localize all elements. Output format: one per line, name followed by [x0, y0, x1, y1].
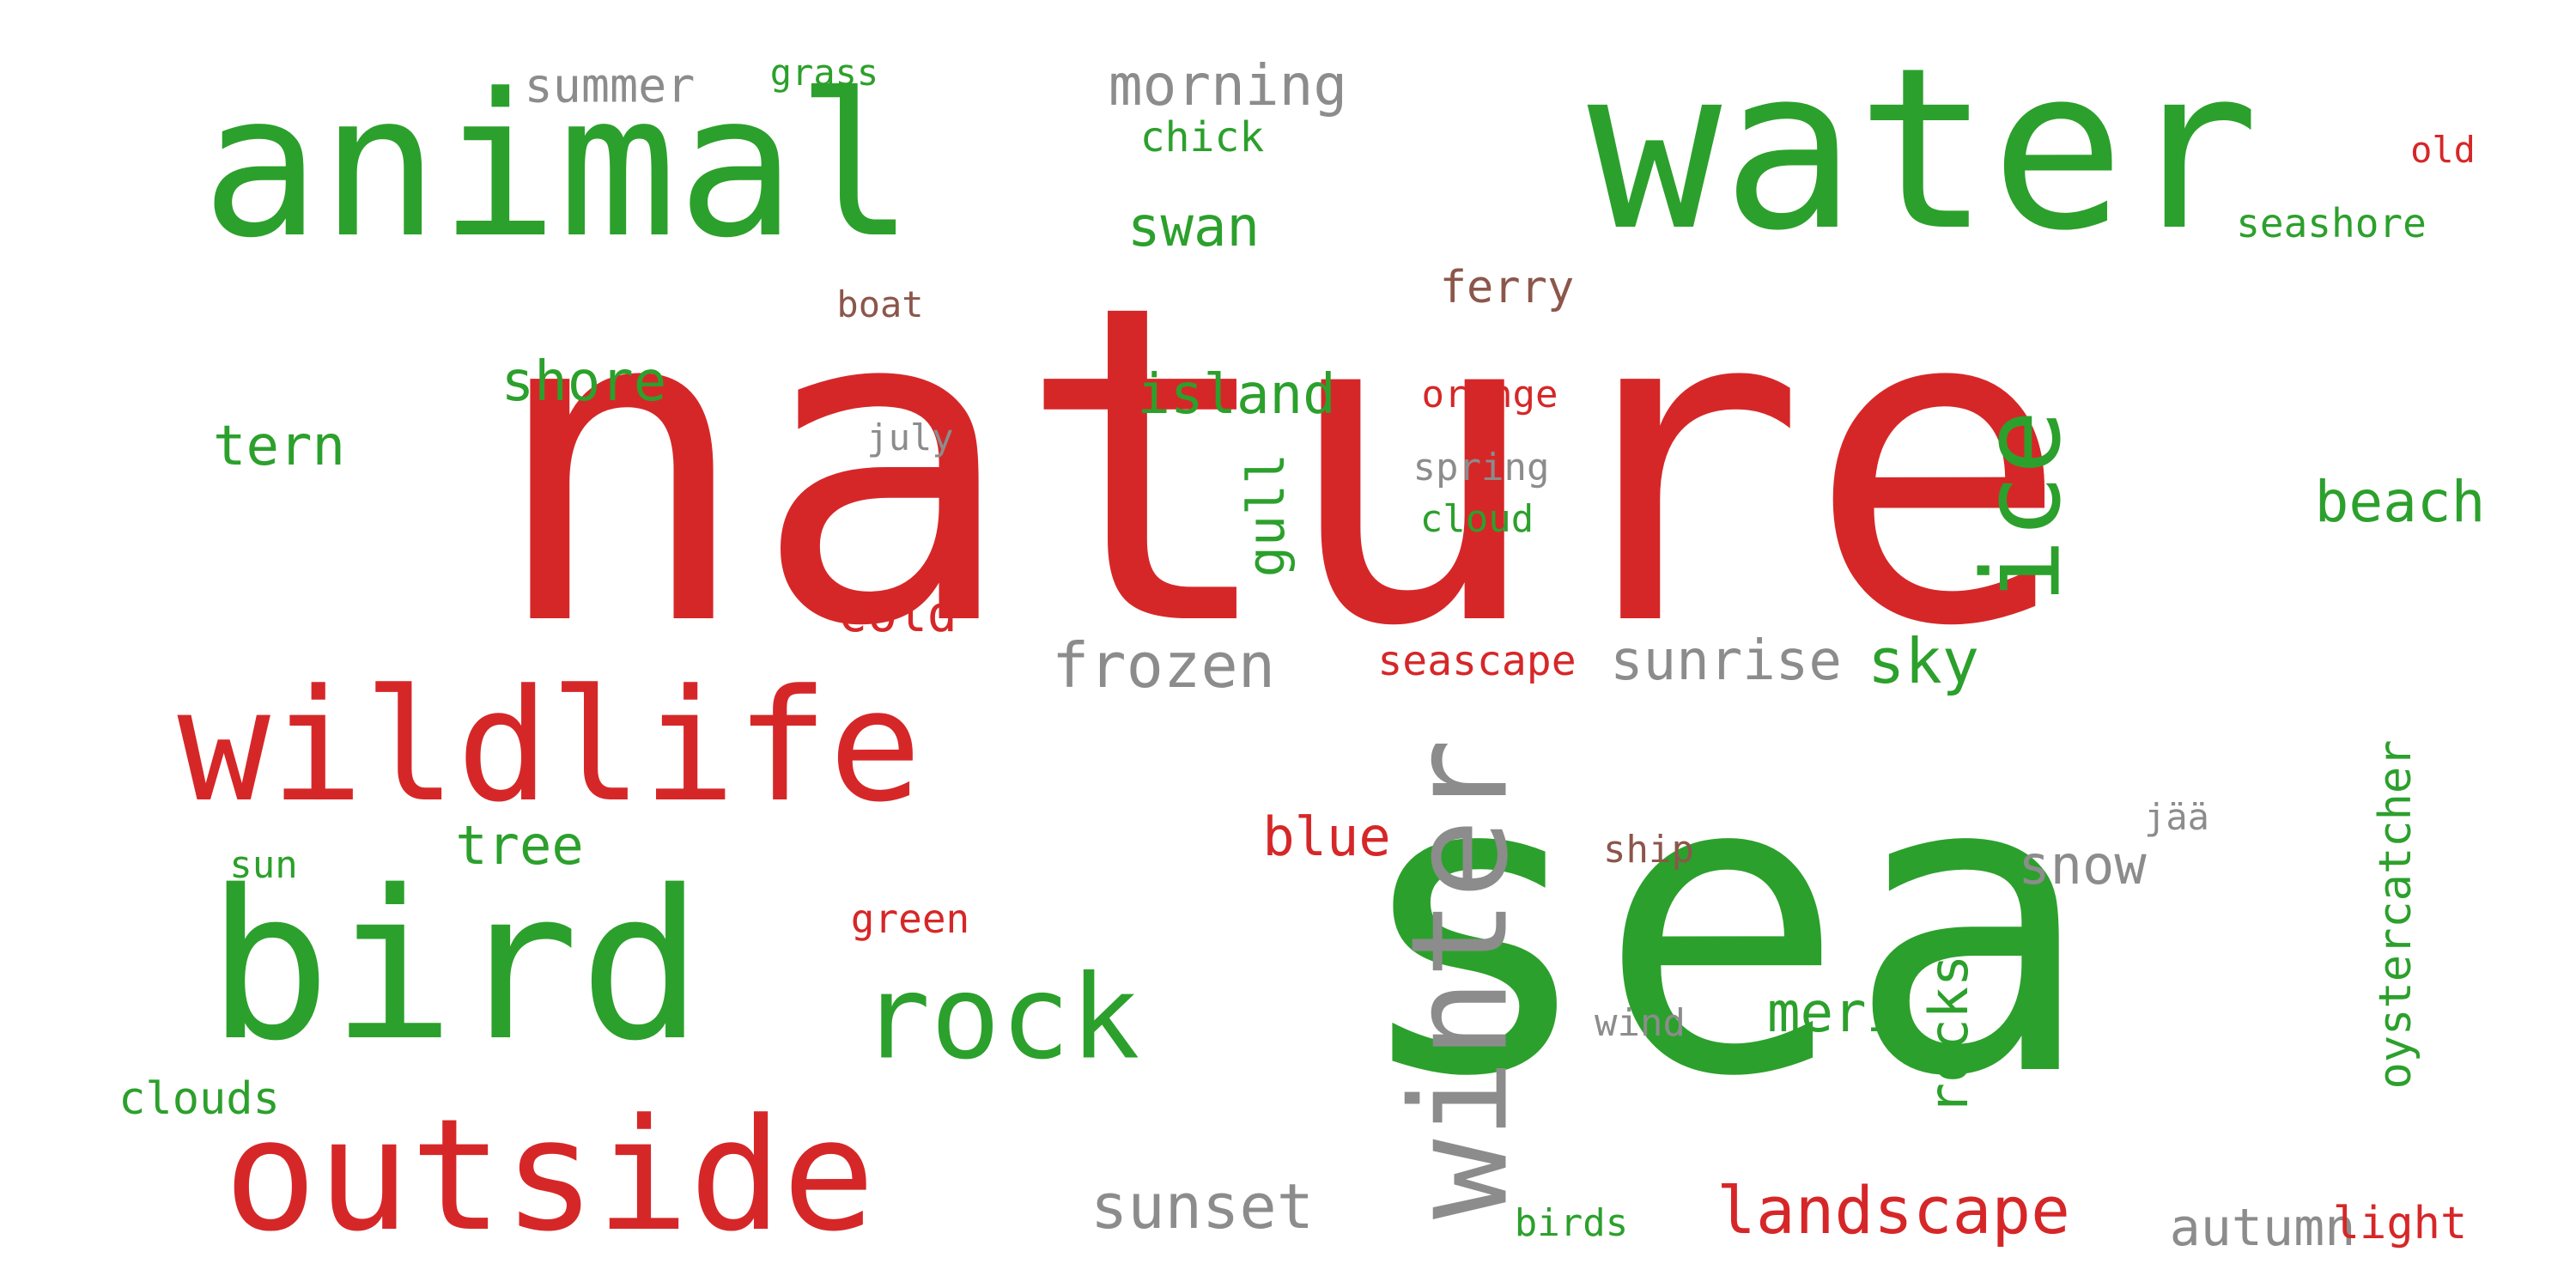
word-tern: tern — [212, 415, 346, 478]
word-old: old — [2410, 129, 2476, 171]
word-sunset: sunset — [1090, 1170, 1315, 1242]
word-bird: bird — [207, 846, 703, 1086]
word-frozen: frozen — [1051, 629, 1276, 702]
word-wildlife: wildlife — [177, 657, 922, 836]
word-clouds: clouds — [118, 1073, 280, 1125]
word-orange: orange — [1421, 373, 1558, 416]
word-chick: chick — [1139, 113, 1265, 161]
word-wind: wind — [1595, 1001, 1686, 1045]
word-rocks: rocks — [1917, 954, 1980, 1115]
word-birds: birds — [1514, 1201, 1629, 1245]
word-tree: tree — [455, 814, 584, 877]
word-rock: rock — [860, 950, 1140, 1085]
word-sea: sea — [1349, 687, 2094, 1167]
word-autumn: autumn — [2169, 1198, 2356, 1258]
word-cold: cold — [837, 585, 957, 643]
word-seashore: seashore — [2236, 200, 2427, 246]
word-summer: summer — [524, 58, 696, 113]
word-outside: outside — [223, 1086, 876, 1266]
word-cloud: cloud — [1419, 497, 1534, 541]
word-july: july — [866, 416, 954, 459]
word-grass: grass — [769, 52, 879, 94]
word-meri: meri — [1766, 981, 1900, 1045]
word-landscape: landscape — [1716, 1172, 2070, 1249]
word-sun: sun — [229, 843, 298, 887]
word-animal: animal — [201, 52, 915, 282]
word-winter: winter — [1382, 738, 1538, 1219]
word-green: green — [850, 896, 970, 942]
word-blue: blue — [1262, 805, 1391, 868]
word-ferry: ferry — [1439, 262, 1575, 313]
word-beach: beach — [2314, 469, 2486, 535]
word-ship: ship — [1603, 828, 1694, 872]
word-water: water — [1587, 21, 2260, 280]
word-jaa: jää — [2144, 796, 2209, 838]
word-ice: ice — [1959, 410, 2085, 604]
word-snow: snow — [2018, 834, 2147, 896]
word-sunrise: sunrise — [1610, 629, 1842, 693]
word-shore: shore — [501, 350, 667, 414]
word-oystercatcher: oystercatcher — [2370, 739, 2421, 1090]
word-gull: gull — [1236, 453, 1297, 578]
word-sky: sky — [1867, 625, 1980, 697]
word-boat: boat — [836, 283, 924, 325]
word-light: light — [2332, 1198, 2468, 1249]
word-morning: morning — [1108, 52, 1348, 118]
word-nature: nature — [488, 213, 2071, 722]
word-island: island — [1137, 363, 1336, 427]
word-spring: spring — [1413, 446, 1550, 489]
word-seascape: seascape — [1377, 637, 1577, 685]
word-swan: swan — [1127, 196, 1261, 259]
